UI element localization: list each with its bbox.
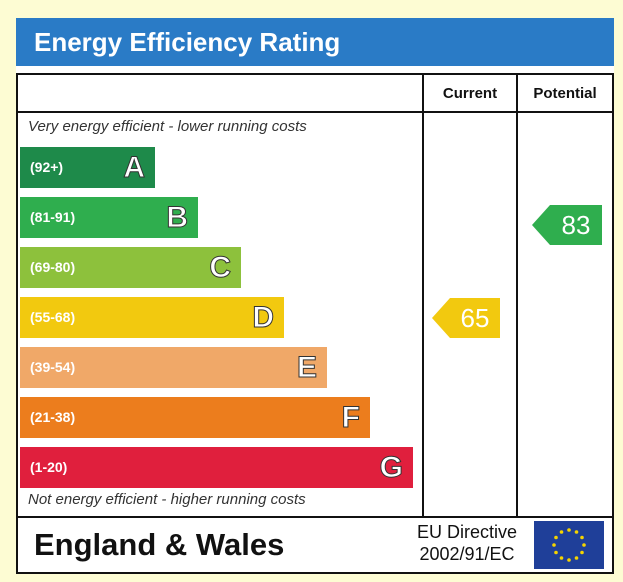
band-letter: D: [252, 301, 275, 335]
region-label: England & Wales: [34, 527, 285, 562]
band-range-label: (55-68): [30, 309, 76, 325]
band-letter: E: [296, 351, 317, 385]
eu-directive: EU Directive 2002/91/EC: [402, 521, 532, 565]
eu-flag-icon: [534, 521, 604, 569]
rating-band-c: (69-80) C: [20, 247, 241, 288]
band-range-label: (92+): [30, 159, 64, 175]
divider-current: [422, 75, 424, 518]
eu-star-icon: [559, 530, 564, 534]
potential-rating-value: 83: [561, 210, 591, 240]
band-letter: A: [123, 151, 146, 185]
eu-flag-stars: [552, 528, 586, 562]
chart-title: Energy Efficiency Rating: [16, 18, 614, 66]
potential-arrow-tip: [532, 205, 550, 245]
rating-band-a: (92+) A: [20, 147, 155, 188]
eu-directive-line1: EU Directive: [416, 522, 518, 542]
current-arrow-tip: [432, 298, 450, 338]
footer-divider: [18, 516, 612, 518]
caption-inefficient: Not energy efficient - higher running co…: [28, 491, 306, 508]
divider-potential: [516, 75, 518, 518]
eu-star-icon: [580, 550, 584, 555]
eu-star-icon: [580, 535, 584, 540]
band-range-label: (21-38): [30, 409, 76, 425]
band-letter: F: [341, 401, 360, 435]
rating-grid: Current Potential Very energy efficient …: [16, 73, 614, 574]
band-letter: C: [209, 251, 232, 285]
eu-star-icon: [582, 543, 586, 547]
eu-star-icon: [554, 550, 558, 555]
current-rating-value: 65: [460, 303, 490, 333]
eu-star-icon: [559, 556, 564, 560]
band-range-label: (81-91): [30, 209, 76, 225]
column-header-current: Current: [442, 85, 498, 102]
current-rating-arrow: 65: [432, 298, 500, 338]
band-range-label: (39-54): [30, 359, 76, 375]
potential-rating-arrow: 83: [532, 205, 602, 245]
eu-star-icon: [567, 558, 571, 562]
eu-star-icon: [574, 530, 579, 534]
band-letter: B: [166, 201, 189, 235]
band-letter: G: [379, 451, 403, 485]
eu-star-icon: [552, 543, 556, 547]
caption-efficient: Very energy efficient - lower running co…: [28, 118, 307, 135]
rating-band-e: (39-54) E: [20, 347, 327, 388]
band-range-label: (1-20): [30, 459, 68, 475]
rating-band-b: (81-91) B: [20, 197, 198, 238]
column-header-potential: Potential: [533, 85, 597, 102]
rating-band-f: (21-38) F: [20, 397, 370, 438]
energy-rating-chart: Energy Efficiency Rating Current Potenti…: [16, 18, 614, 574]
header-divider: [18, 111, 612, 113]
band-range-label: (69-80): [30, 259, 76, 275]
eu-star-icon: [574, 556, 579, 560]
eu-star-icon: [567, 528, 571, 532]
eu-directive-line2: 2002/91/EC: [419, 544, 515, 564]
rating-band-d: (55-68) D: [20, 297, 284, 338]
eu-star-icon: [554, 535, 558, 540]
rating-band-g: (1-20) G: [20, 447, 413, 488]
